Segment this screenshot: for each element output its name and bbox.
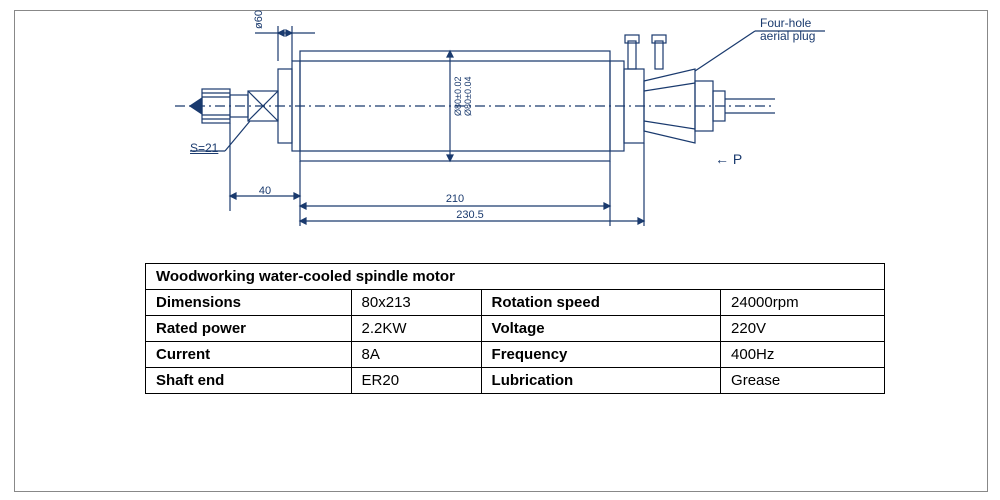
cell-label: Shaft end bbox=[146, 368, 352, 394]
cell-value: 400Hz bbox=[721, 342, 885, 368]
technical-drawing: Four-hole aerial plug ← P S=21 40 210 23… bbox=[135, 11, 895, 231]
cell-value: 8A bbox=[351, 342, 481, 368]
cell-label: Dimensions bbox=[146, 290, 352, 316]
dim-40: 40 bbox=[250, 185, 280, 197]
cell-value: 220V bbox=[721, 316, 885, 342]
image-frame: Four-hole aerial plug ← P S=21 40 210 23… bbox=[14, 10, 988, 492]
p-arrow-annotation: ← P bbox=[715, 151, 742, 167]
table-row: Shaft end ER20 Lubrication Grease bbox=[146, 368, 885, 394]
cell-value: ER20 bbox=[351, 368, 481, 394]
dim-2305: 230.5 bbox=[445, 209, 495, 221]
table-row: Rated power 2.2KW Voltage 220V bbox=[146, 316, 885, 342]
cell-label: Voltage bbox=[481, 316, 720, 342]
cell-value: 2.2KW bbox=[351, 316, 481, 342]
cell-value: 80x213 bbox=[351, 290, 481, 316]
cell-value: 24000rpm bbox=[721, 290, 885, 316]
cell-label: Current bbox=[146, 342, 352, 368]
spec-table: Woodworking water-cooled spindle motor D… bbox=[145, 263, 885, 394]
s21-annotation: S=21 bbox=[190, 141, 218, 155]
dim-dia80: Ø80±0.02 Ø80±0.04 bbox=[453, 77, 473, 116]
dim-210: 210 bbox=[430, 193, 480, 205]
table-row: Dimensions 80x213 Rotation speed 24000rp… bbox=[146, 290, 885, 316]
cell-value: Grease bbox=[721, 368, 885, 394]
dim-dia60: ø60 bbox=[253, 10, 265, 29]
table-row: Current 8A Frequency 400Hz bbox=[146, 342, 885, 368]
plug-annotation: Four-hole aerial plug bbox=[760, 17, 815, 43]
cell-label: Rotation speed bbox=[481, 290, 720, 316]
cell-label: Rated power bbox=[146, 316, 352, 342]
spindle-svg bbox=[135, 11, 895, 231]
table-title: Woodworking water-cooled spindle motor bbox=[146, 264, 885, 290]
cell-label: Frequency bbox=[481, 342, 720, 368]
cell-label: Lubrication bbox=[481, 368, 720, 394]
